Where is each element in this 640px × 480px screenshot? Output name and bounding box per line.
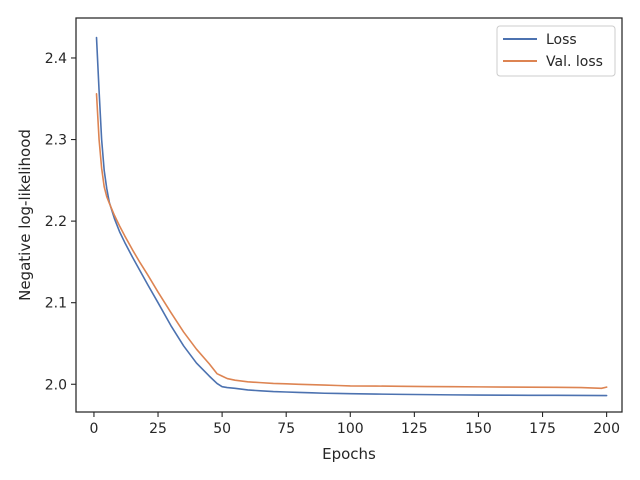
legend: Loss Val. loss: [496, 25, 616, 77]
y-tick-label: 2.3: [45, 133, 67, 149]
series-layer: [95, 36, 608, 397]
y-tick-label: 2.4: [45, 51, 67, 67]
x-ticks: 0 25 50 75 100 125 150 175 200: [89, 412, 620, 437]
x-tick-label: 100: [337, 421, 364, 437]
x-tick-label: 75: [277, 421, 295, 437]
x-tick-label: 50: [213, 421, 231, 437]
x-tick-label: 175: [529, 421, 556, 437]
y-ticks: 2.0 2.1 2.2 2.3 2.4: [45, 51, 76, 393]
y-axis-label: Negative log-likelihood: [16, 129, 34, 301]
x-tick-label: 25: [149, 421, 167, 437]
series-line-loss: [95, 36, 608, 397]
x-tick-label: 150: [465, 421, 492, 437]
x-tick-label: 125: [401, 421, 428, 437]
y-tick-label: 2.0: [45, 377, 67, 393]
x-axis-label: Epochs: [322, 445, 376, 463]
legend-label-val-loss: Val. loss: [546, 54, 603, 70]
series-line-val-loss: [95, 93, 608, 390]
plot-frame: [75, 17, 623, 413]
y-tick-label: 2.1: [45, 296, 67, 312]
x-tick-label: 0: [89, 421, 98, 437]
x-tick-label: 200: [593, 421, 620, 437]
y-tick-label: 2.2: [45, 214, 67, 230]
legend-label-loss: Loss: [546, 32, 577, 48]
